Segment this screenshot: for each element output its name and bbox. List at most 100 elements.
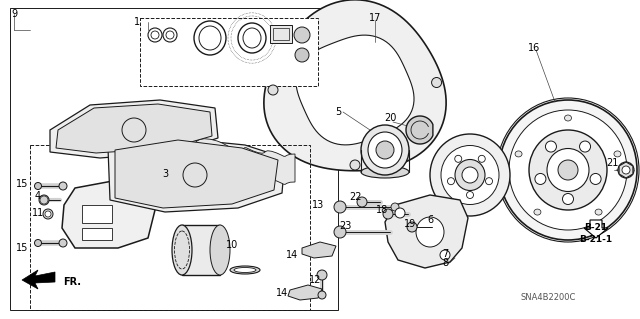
Polygon shape (182, 225, 220, 275)
Text: 15: 15 (16, 243, 28, 253)
Ellipse shape (614, 151, 621, 157)
Circle shape (39, 195, 49, 205)
Text: 7: 7 (442, 249, 448, 259)
Polygon shape (62, 180, 155, 248)
Text: 22: 22 (349, 192, 361, 202)
Circle shape (431, 78, 442, 87)
Text: 5: 5 (335, 107, 341, 117)
Circle shape (357, 197, 367, 207)
Circle shape (45, 211, 51, 217)
Circle shape (395, 208, 405, 218)
Ellipse shape (441, 145, 499, 204)
Text: FR.: FR. (63, 277, 81, 287)
Bar (82, 228, 112, 240)
Text: 3: 3 (162, 169, 168, 179)
Text: 18: 18 (376, 205, 388, 215)
Polygon shape (22, 270, 55, 289)
Text: 1: 1 (134, 17, 140, 27)
Text: 8: 8 (442, 258, 448, 268)
Ellipse shape (172, 225, 192, 275)
Ellipse shape (595, 209, 602, 215)
Circle shape (618, 162, 634, 178)
Polygon shape (50, 100, 218, 158)
Circle shape (59, 182, 67, 190)
Circle shape (383, 209, 393, 219)
Circle shape (295, 48, 309, 62)
Circle shape (334, 226, 346, 238)
Polygon shape (385, 195, 468, 268)
Circle shape (334, 201, 346, 213)
Bar (82, 205, 112, 223)
Circle shape (407, 222, 417, 232)
Circle shape (455, 155, 461, 162)
Polygon shape (148, 136, 228, 176)
Text: 11: 11 (32, 208, 44, 218)
Circle shape (447, 178, 454, 185)
Ellipse shape (230, 266, 260, 274)
Circle shape (268, 85, 278, 95)
Bar (270, 25, 292, 43)
Ellipse shape (558, 160, 578, 180)
Text: 20: 20 (384, 113, 396, 123)
Polygon shape (235, 148, 295, 184)
Text: 19: 19 (404, 219, 416, 229)
Polygon shape (115, 140, 278, 208)
Text: 17: 17 (369, 13, 381, 23)
Ellipse shape (361, 166, 409, 178)
Text: B-21-1: B-21-1 (579, 235, 612, 244)
Text: 10: 10 (226, 240, 238, 250)
Ellipse shape (547, 149, 589, 191)
Bar (140, 18, 318, 86)
Circle shape (59, 239, 67, 247)
Polygon shape (302, 242, 336, 258)
Ellipse shape (210, 225, 230, 275)
Ellipse shape (368, 132, 402, 168)
Text: 6: 6 (427, 215, 433, 225)
Circle shape (43, 209, 53, 219)
Circle shape (580, 141, 591, 152)
Text: 13: 13 (312, 200, 324, 210)
Circle shape (535, 174, 546, 184)
Polygon shape (288, 285, 322, 300)
Ellipse shape (416, 217, 444, 247)
Circle shape (467, 191, 474, 198)
Ellipse shape (509, 110, 627, 230)
Text: 21: 21 (606, 158, 618, 168)
Ellipse shape (430, 134, 510, 216)
Circle shape (545, 141, 556, 152)
Text: 23: 23 (339, 221, 351, 231)
Circle shape (317, 270, 327, 280)
Circle shape (35, 240, 42, 247)
Text: 14: 14 (286, 250, 298, 260)
Ellipse shape (499, 100, 637, 240)
Text: 4: 4 (35, 191, 41, 201)
Circle shape (294, 27, 310, 43)
Bar (273, 28, 289, 40)
Circle shape (350, 160, 360, 170)
Circle shape (478, 155, 485, 162)
Circle shape (486, 178, 493, 185)
Ellipse shape (455, 160, 485, 190)
Ellipse shape (534, 209, 541, 215)
Circle shape (391, 203, 399, 211)
Text: SNA4B2200C: SNA4B2200C (520, 293, 576, 301)
Text: 12: 12 (309, 275, 321, 285)
Text: 9: 9 (11, 9, 17, 19)
Polygon shape (619, 162, 633, 178)
Text: 16: 16 (528, 43, 540, 53)
Ellipse shape (234, 268, 256, 272)
Circle shape (440, 250, 450, 260)
Circle shape (318, 291, 326, 299)
Polygon shape (584, 220, 608, 238)
Circle shape (622, 166, 630, 174)
Text: 15: 15 (16, 179, 28, 189)
Polygon shape (56, 104, 212, 153)
Text: 14: 14 (276, 288, 288, 298)
Ellipse shape (376, 141, 394, 159)
Circle shape (590, 174, 601, 184)
Ellipse shape (529, 130, 607, 210)
Polygon shape (406, 116, 433, 144)
Polygon shape (296, 35, 414, 145)
Polygon shape (108, 138, 285, 212)
Ellipse shape (361, 125, 409, 175)
